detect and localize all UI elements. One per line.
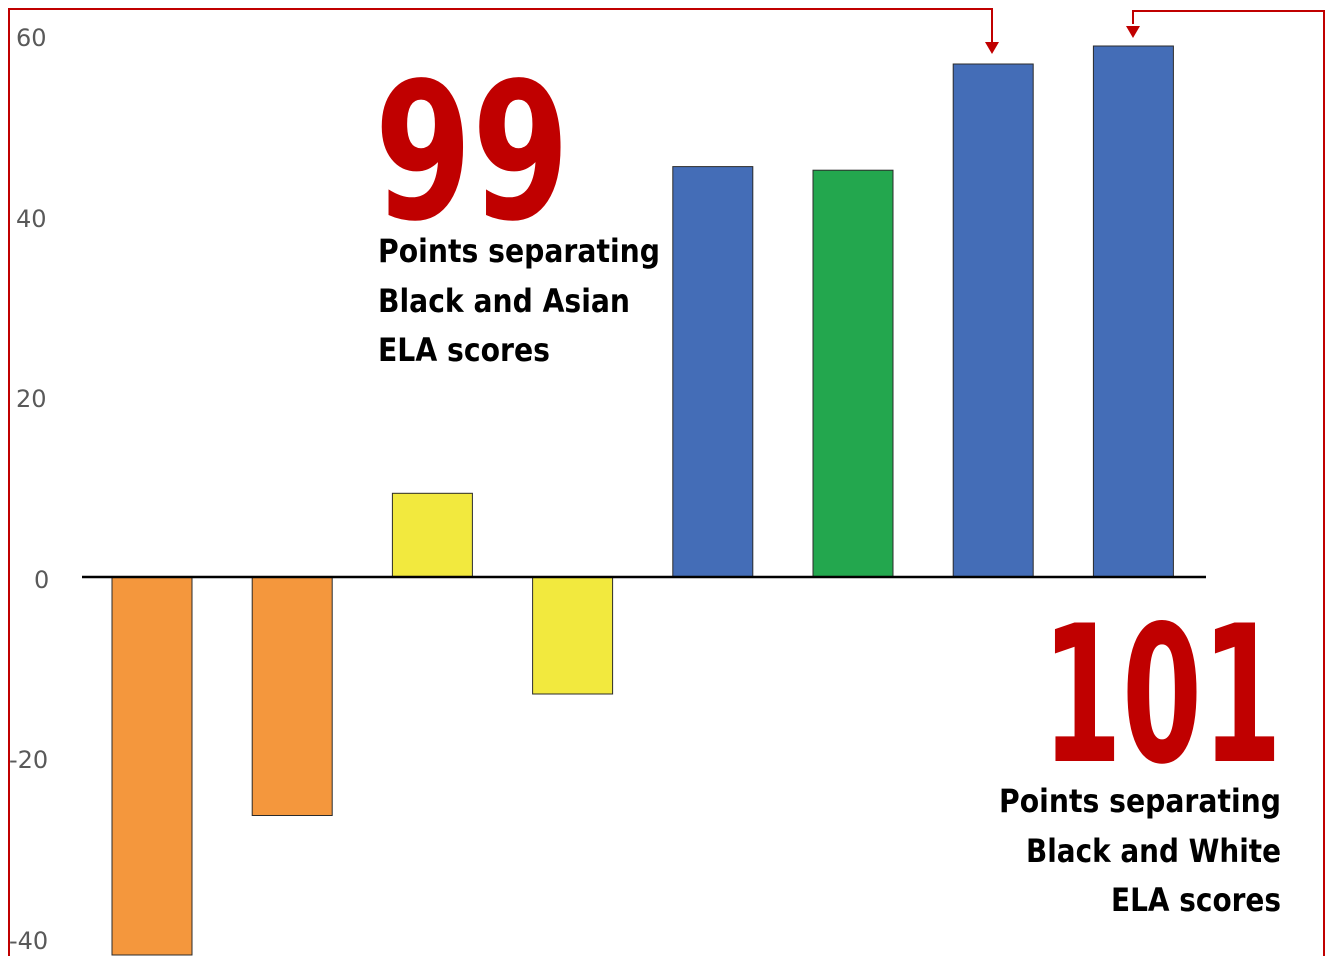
arrow-head-right <box>1126 26 1140 38</box>
y-axis-tick-labels: 60 40 20 0 -20 -40 <box>9 24 49 955</box>
bar-6 <box>812 169 894 578</box>
y-tick-label: 0 <box>34 566 49 594</box>
annotation-caption-line: ELA scores <box>1111 881 1281 919</box>
bar-5 <box>672 166 754 578</box>
annotation-caption-line: Points separating <box>999 782 1281 820</box>
annotation-caption-line: Black and White <box>1026 832 1281 870</box>
y-tick-label: 60 <box>16 24 47 52</box>
annotation-caption-line: ELA scores <box>378 331 550 369</box>
bar-4 <box>532 576 614 695</box>
annotation-caption-line: Black and Asian <box>378 282 630 320</box>
y-tick-label: 40 <box>16 205 47 233</box>
bracket-frame-right <box>1132 10 1325 956</box>
y-tick-label: -40 <box>9 927 48 955</box>
bar-3 <box>391 492 473 578</box>
annotation-number-white: 101 <box>1042 585 1282 806</box>
annotation-number-asian: 99 <box>375 42 570 263</box>
bar-8 <box>1092 45 1174 578</box>
y-tick-label: 20 <box>16 385 47 413</box>
bracket-frame <box>8 8 993 956</box>
bar-1 <box>111 576 193 956</box>
arrow-head-left <box>985 42 999 54</box>
bar-7 <box>952 63 1034 578</box>
bar-2 <box>251 576 333 816</box>
y-tick-label: -20 <box>9 746 48 774</box>
bars-group <box>111 45 1174 956</box>
annotation-caption-line: Points separating <box>378 232 660 270</box>
